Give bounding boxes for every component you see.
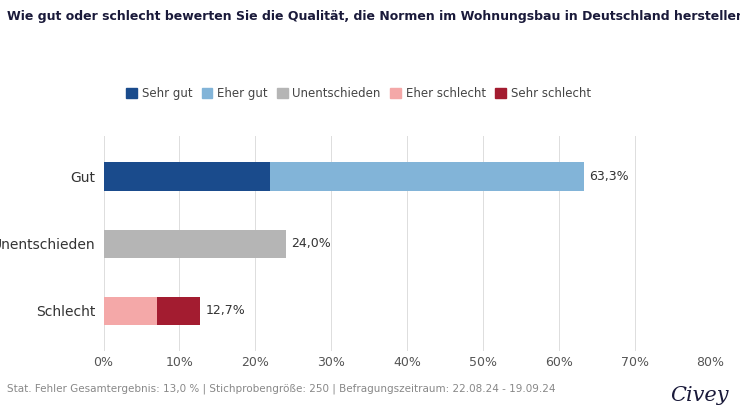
- Text: 12,7%: 12,7%: [205, 304, 245, 317]
- Text: Civey: Civey: [670, 386, 729, 405]
- Text: Wie gut oder schlecht bewerten Sie die Qualität, die Normen im Wohnungsbau in De: Wie gut oder schlecht bewerten Sie die Q…: [7, 10, 740, 23]
- Text: 24,0%: 24,0%: [291, 237, 331, 250]
- Bar: [157, 297, 200, 325]
- Bar: [104, 230, 286, 258]
- Text: 63,3%: 63,3%: [589, 170, 629, 183]
- Bar: [104, 297, 157, 325]
- Legend: Sehr gut, Eher gut, Unentschieden, Eher schlecht, Sehr schlecht: Sehr gut, Eher gut, Unentschieden, Eher …: [121, 82, 596, 104]
- Text: Stat. Fehler Gesamtergebnis: 13,0 % | Stichprobengröße: 250 | Befragungszeitraum: Stat. Fehler Gesamtergebnis: 13,0 % | St…: [7, 384, 556, 394]
- Bar: [104, 162, 271, 191]
- Bar: [271, 162, 584, 191]
